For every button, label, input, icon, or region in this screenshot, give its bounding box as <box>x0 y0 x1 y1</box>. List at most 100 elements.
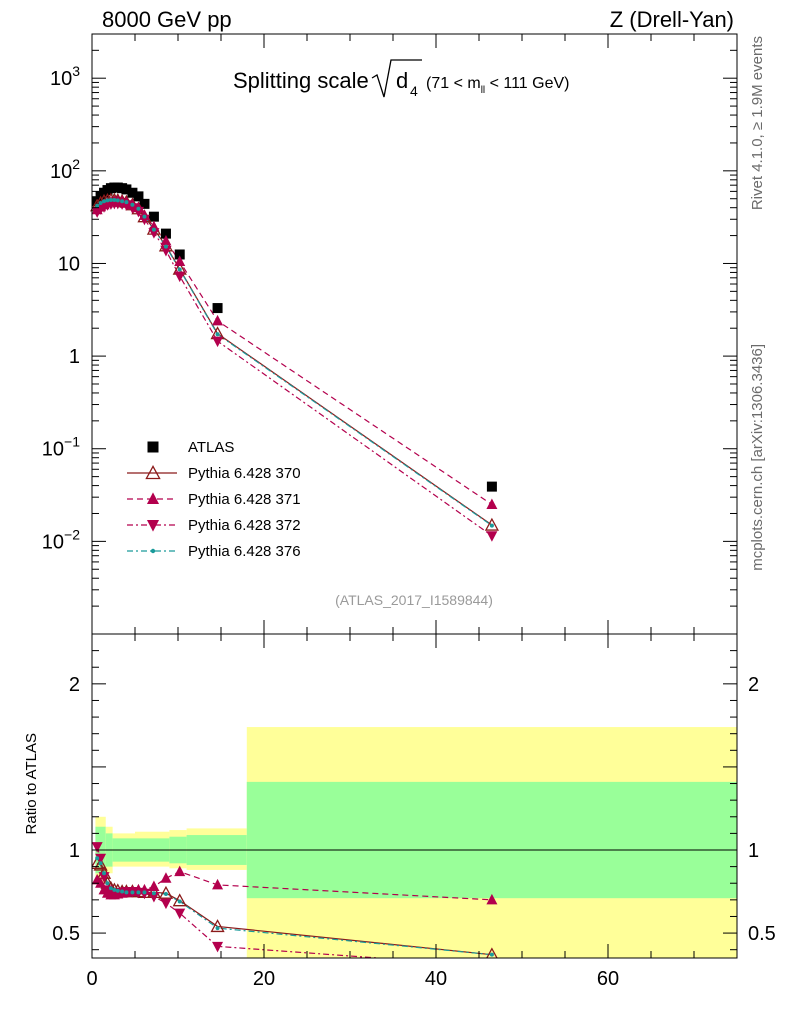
point-atlas-14 <box>174 249 185 260</box>
legend-item-pythia-6-428-376: Pythia 6.428 376 <box>127 543 301 560</box>
ratio-point-pythia-6-428-376-6 <box>115 888 120 893</box>
point-pythia-6-428-371-13 <box>160 234 172 246</box>
band-inner-6 <box>246 781 737 899</box>
line-pythia-6-428-372 <box>96 202 493 537</box>
mass-cut-subscript: ll <box>481 85 485 96</box>
point-pythia-6-428-376-4 <box>108 197 113 202</box>
point-atlas-16 <box>486 481 497 492</box>
ratio-point-pythia-6-428-376-13 <box>163 892 168 897</box>
point-pythia-6-428-371-16 <box>486 498 498 510</box>
ratio-point-pythia-6-428-376-15 <box>215 926 220 931</box>
x-tick-label-1: 20 <box>253 968 275 990</box>
legend-marker-pythia-6-428-376 <box>150 548 156 554</box>
ratio-point-pythia-6-428-376-5 <box>112 887 117 892</box>
point-pythia-6-428-372-15 <box>212 336 224 348</box>
ratio-y-tick-label-right-1: 1 <box>748 840 759 862</box>
ratio-point-pythia-6-428-370-1 <box>93 857 108 871</box>
main-y-tick-label-0: 103 <box>50 63 80 90</box>
point-pythia-6-428-376-6 <box>115 198 120 203</box>
chart-title-subscript: 4 <box>410 83 418 99</box>
legend-marker-atlas <box>147 441 159 453</box>
ratio-point-pythia-6-428-376-16 <box>489 952 494 957</box>
legend-label-pythia-6-428-370: Pythia 6.428 370 <box>188 465 301 482</box>
point-pythia-6-428-372-11 <box>138 214 150 226</box>
x-tick-label-3: 60 <box>597 968 619 990</box>
axis-ticks <box>91 33 738 958</box>
ratio-point-pythia-6-428-372-0 <box>92 842 103 853</box>
x-tick-label-2: 40 <box>425 968 447 990</box>
point-pythia-6-428-376-15 <box>215 332 220 337</box>
point-atlas-13 <box>160 228 171 239</box>
ratio-point-pythia-6-428-372-15 <box>212 941 224 953</box>
point-pythia-6-428-376-7 <box>120 199 125 204</box>
legend-item-pythia-6-428-370: Pythia 6.428 370 <box>127 465 301 482</box>
point-pythia-6-428-371-14 <box>174 255 186 267</box>
line-pythia-6-428-371 <box>96 200 493 506</box>
point-pythia-6-428-372-16 <box>486 531 498 542</box>
ratio-uncertainty-bands <box>95 727 737 958</box>
point-atlas-10 <box>133 191 144 202</box>
point-pythia-6-428-376-8 <box>124 200 129 205</box>
point-atlas-11 <box>139 198 150 209</box>
sqrt-symbol <box>371 59 422 98</box>
ratio-point-pythia-6-428-376-2 <box>102 871 107 876</box>
ratio-point-pythia-6-428-370-14 <box>172 893 187 907</box>
ratio-point-pythia-6-428-376-11 <box>142 890 147 895</box>
point-pythia-6-428-372-14 <box>174 271 186 283</box>
point-pythia-6-428-372-13 <box>160 246 172 257</box>
ratio-y-tick-label-1: 1 <box>69 840 80 862</box>
ratio-point-pythia-6-428-372-13 <box>160 898 172 910</box>
point-pythia-6-428-372-10 <box>132 206 144 218</box>
legend-marker-pythia-6-428-371 <box>146 492 160 504</box>
ratio-point-pythia-6-428-376-0 <box>95 856 100 861</box>
header-energy-label: 8000 GeV pp <box>102 7 232 32</box>
legend-label-pythia-6-428-372: Pythia 6.428 372 <box>188 517 301 534</box>
point-pythia-6-428-376-5 <box>112 197 117 202</box>
point-atlas-8 <box>121 184 132 195</box>
main-y-tick-label-2: 10 <box>58 253 80 275</box>
ratio-point-pythia-6-428-376-7 <box>120 889 125 894</box>
ratio-point-pythia-6-428-370-15 <box>210 919 225 933</box>
ratio-point-pythia-6-428-371-16 <box>486 893 498 905</box>
chart-title: Splitting scale d 4 (71 < mll < 111 GeV) <box>233 59 569 99</box>
point-pythia-6-428-372-8 <box>120 200 132 211</box>
ratio-axis-label: Ratio to ATLAS <box>23 733 40 834</box>
point-pythia-6-428-376-13 <box>163 244 168 249</box>
ratio-series-markers <box>92 842 498 958</box>
ratio-point-pythia-6-428-376-1 <box>98 861 103 866</box>
ratio-panel-frame <box>91 633 738 959</box>
point-pythia-6-428-376-3 <box>105 198 110 203</box>
legend: ATLAS Pythia 6.428 370 Pythia 6.428 371 Pyt… <box>127 439 301 560</box>
ratio-y-tick-label-2: 2 <box>69 674 80 696</box>
ratio-point-pythia-6-428-376-3 <box>105 881 110 886</box>
point-pythia-6-428-376-12 <box>151 227 156 232</box>
point-pythia-6-428-376-16 <box>489 523 494 528</box>
ratio-point-pythia-6-428-371-12 <box>148 880 160 892</box>
ratio-point-pythia-6-428-372-12 <box>148 892 160 903</box>
point-pythia-6-428-376-1 <box>98 200 103 205</box>
point-atlas-12 <box>148 211 159 222</box>
ratio-point-pythia-6-428-376-10 <box>136 890 141 895</box>
legend-item-atlas: ATLAS <box>147 439 234 456</box>
legend-marker-pythia-6-428-370 <box>145 465 161 480</box>
ratio-point-pythia-6-428-371-13 <box>160 872 172 883</box>
point-pythia-6-428-376-14 <box>177 267 182 272</box>
point-pythia-6-428-370-16 <box>484 517 499 531</box>
ratio-point-pythia-6-428-376-12 <box>151 891 156 896</box>
point-atlas-15 <box>212 303 223 314</box>
ratio-point-pythia-6-428-371-15 <box>212 878 224 890</box>
point-pythia-6-428-372-9 <box>126 203 138 214</box>
ratio-point-pythia-6-428-376-4 <box>108 886 113 891</box>
mass-cut-close: < 111 GeV) <box>485 75 569 92</box>
ratio-y-tick-label-0: 0.5 <box>52 923 80 945</box>
legend-marker-pythia-6-428-372 <box>146 520 160 532</box>
main-series-lines <box>96 199 493 537</box>
ratio-point-pythia-6-428-376-9 <box>130 890 135 895</box>
ratio-point-pythia-6-428-372-14 <box>174 908 186 920</box>
main-y-tick-label-1: 102 <box>50 156 80 183</box>
ratio-point-pythia-6-428-371-14 <box>174 865 186 877</box>
ratio-point-pythia-6-428-371-1 <box>95 877 107 888</box>
point-atlas-9 <box>127 187 138 198</box>
main-series-markers <box>90 182 499 542</box>
